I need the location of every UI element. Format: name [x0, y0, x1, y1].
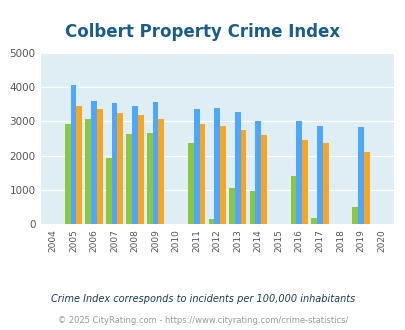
Bar: [363, 152, 369, 224]
Bar: [138, 115, 143, 224]
Bar: [188, 144, 193, 224]
Bar: [352, 207, 357, 224]
Bar: [255, 121, 260, 224]
Bar: [97, 110, 102, 224]
Bar: [234, 112, 240, 224]
Bar: [296, 121, 301, 224]
Bar: [357, 127, 363, 224]
Bar: [316, 125, 322, 224]
Bar: [193, 110, 199, 224]
Bar: [85, 119, 91, 224]
Bar: [301, 140, 307, 224]
Bar: [76, 106, 82, 224]
Bar: [240, 130, 246, 224]
Bar: [199, 124, 205, 224]
Bar: [132, 106, 138, 224]
Bar: [214, 108, 220, 224]
Bar: [158, 119, 164, 224]
Bar: [260, 135, 266, 224]
Bar: [228, 188, 234, 224]
Bar: [126, 135, 132, 224]
Bar: [147, 133, 152, 224]
Bar: [249, 191, 255, 224]
Bar: [311, 218, 316, 224]
Bar: [111, 103, 117, 224]
Bar: [70, 85, 76, 224]
Text: Crime Index corresponds to incidents per 100,000 inhabitants: Crime Index corresponds to incidents per…: [51, 294, 354, 304]
Bar: [208, 219, 214, 224]
Bar: [322, 144, 328, 224]
Text: © 2025 CityRating.com - https://www.cityrating.com/crime-statistics/: © 2025 CityRating.com - https://www.city…: [58, 315, 347, 325]
Bar: [91, 101, 97, 224]
Bar: [106, 158, 111, 224]
Bar: [220, 125, 225, 224]
Bar: [152, 102, 158, 224]
Bar: [65, 124, 70, 224]
Text: Colbert Property Crime Index: Colbert Property Crime Index: [65, 23, 340, 41]
Bar: [117, 113, 123, 224]
Bar: [290, 176, 296, 224]
